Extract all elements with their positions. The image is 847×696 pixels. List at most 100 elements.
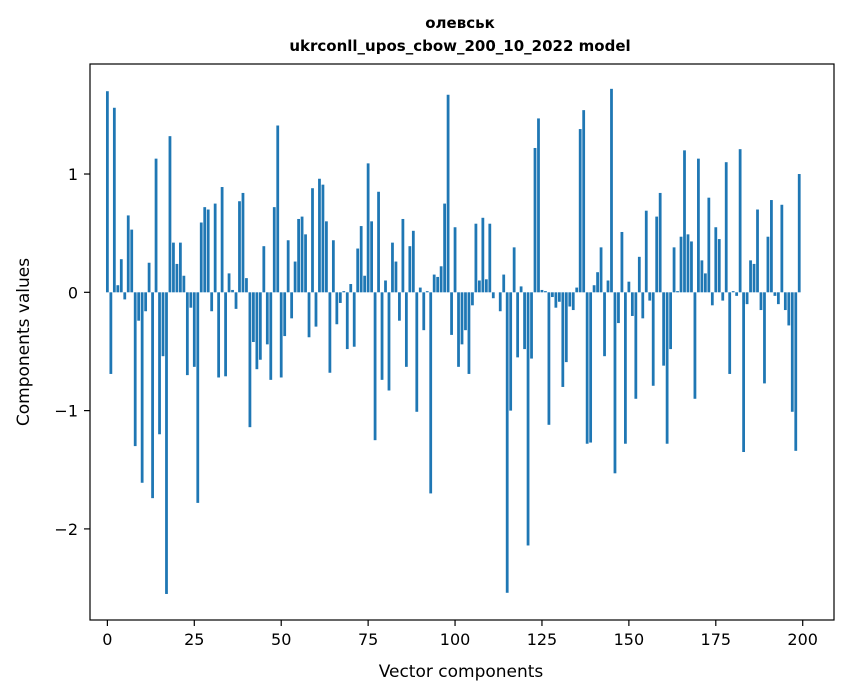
bar-16 bbox=[161, 292, 165, 357]
bar-119 bbox=[519, 286, 523, 293]
bar-7 bbox=[130, 229, 134, 293]
bar-192 bbox=[773, 292, 777, 296]
bar-146 bbox=[613, 292, 617, 474]
bar-184 bbox=[745, 292, 749, 305]
x-tick-label-200: 200 bbox=[787, 630, 818, 649]
bar-73 bbox=[359, 226, 363, 293]
bar-3 bbox=[116, 285, 120, 293]
bar-84 bbox=[398, 292, 401, 321]
bar-65 bbox=[331, 240, 335, 293]
bar-105 bbox=[471, 292, 474, 306]
bar-124 bbox=[537, 118, 540, 293]
bar-22 bbox=[182, 275, 186, 293]
bar-136 bbox=[578, 129, 582, 293]
bar-148 bbox=[620, 231, 624, 293]
bar-123 bbox=[533, 147, 537, 293]
x-axis-ticks: 0 25 50 75 100 125 150 175 200 bbox=[102, 620, 818, 649]
bar-183 bbox=[742, 292, 745, 453]
bar-115 bbox=[505, 292, 509, 593]
bar-11 bbox=[144, 292, 148, 312]
bar-133 bbox=[568, 292, 572, 307]
bar-108 bbox=[481, 217, 485, 293]
bar-164 bbox=[676, 291, 679, 293]
bar-86 bbox=[404, 292, 408, 367]
bar-45 bbox=[262, 246, 266, 293]
bar-188 bbox=[759, 292, 763, 311]
bar-33 bbox=[220, 187, 224, 293]
bar-193 bbox=[776, 292, 780, 305]
bar-104 bbox=[467, 292, 471, 374]
x-tick-label-150: 150 bbox=[614, 630, 645, 649]
bar-149 bbox=[624, 292, 627, 444]
bar-37 bbox=[234, 292, 238, 309]
bar-169 bbox=[693, 292, 697, 399]
bar-78 bbox=[377, 191, 380, 293]
plot-frame bbox=[89, 63, 835, 621]
bar-23 bbox=[185, 292, 189, 376]
bar-70 bbox=[349, 284, 353, 293]
bar-168 bbox=[690, 241, 693, 293]
bar-114 bbox=[502, 274, 506, 293]
bar-127 bbox=[547, 292, 551, 425]
bar-64 bbox=[328, 292, 332, 373]
chart-title-line1: олевськ bbox=[425, 14, 495, 32]
bar-20 bbox=[175, 263, 179, 293]
bar-131 bbox=[561, 292, 565, 387]
bar-171 bbox=[700, 260, 704, 293]
bar-166 bbox=[683, 150, 686, 293]
bar-71 bbox=[352, 292, 356, 347]
bar-43 bbox=[255, 292, 259, 370]
bar-162 bbox=[669, 292, 672, 350]
bar-180 bbox=[731, 291, 735, 293]
bar-129 bbox=[554, 292, 558, 308]
bar-118 bbox=[516, 292, 520, 358]
bar-87 bbox=[408, 246, 412, 293]
bar-31 bbox=[213, 203, 217, 293]
bar-191 bbox=[770, 200, 773, 293]
bar-187 bbox=[756, 209, 759, 293]
bar-130 bbox=[557, 292, 561, 302]
bar-59 bbox=[311, 188, 314, 293]
bar-51 bbox=[283, 292, 287, 337]
bar-179 bbox=[728, 292, 732, 374]
bar-182 bbox=[738, 149, 742, 293]
bar-106 bbox=[474, 223, 478, 293]
bar-170 bbox=[697, 158, 700, 293]
bar-116 bbox=[509, 292, 513, 411]
bar-2 bbox=[112, 107, 116, 293]
bar-75 bbox=[366, 163, 370, 293]
bar-153 bbox=[637, 256, 641, 293]
bar-29 bbox=[206, 209, 210, 293]
bar-94 bbox=[432, 274, 436, 293]
bar-173 bbox=[707, 197, 711, 293]
x-tick-label-75: 75 bbox=[358, 630, 378, 649]
bar-110 bbox=[488, 223, 492, 293]
bar-5 bbox=[123, 292, 127, 300]
bar-196 bbox=[787, 292, 791, 326]
bar-72 bbox=[356, 248, 360, 293]
bar-198 bbox=[794, 292, 798, 451]
bar-156 bbox=[648, 292, 652, 301]
bar-194 bbox=[780, 204, 784, 293]
bar-10 bbox=[140, 292, 144, 483]
bar-160 bbox=[662, 292, 666, 366]
bar-181 bbox=[735, 292, 739, 296]
bar-134 bbox=[571, 292, 575, 311]
bar-57 bbox=[304, 234, 307, 293]
bar-197 bbox=[790, 292, 794, 412]
y-axis-label: Components values bbox=[14, 258, 34, 426]
bar-140 bbox=[592, 285, 596, 293]
bar-159 bbox=[658, 192, 662, 293]
bar-39 bbox=[241, 192, 245, 293]
bar-113 bbox=[498, 292, 502, 312]
bar-8 bbox=[133, 292, 137, 447]
bar-143 bbox=[603, 292, 606, 357]
bar-163 bbox=[672, 247, 676, 293]
bar-67 bbox=[338, 292, 342, 303]
bar-152 bbox=[634, 292, 638, 399]
bar-92 bbox=[425, 291, 429, 293]
bar-121 bbox=[526, 292, 530, 546]
bar-155 bbox=[644, 210, 648, 293]
bar-69 bbox=[345, 292, 349, 350]
bar-100 bbox=[453, 227, 457, 293]
